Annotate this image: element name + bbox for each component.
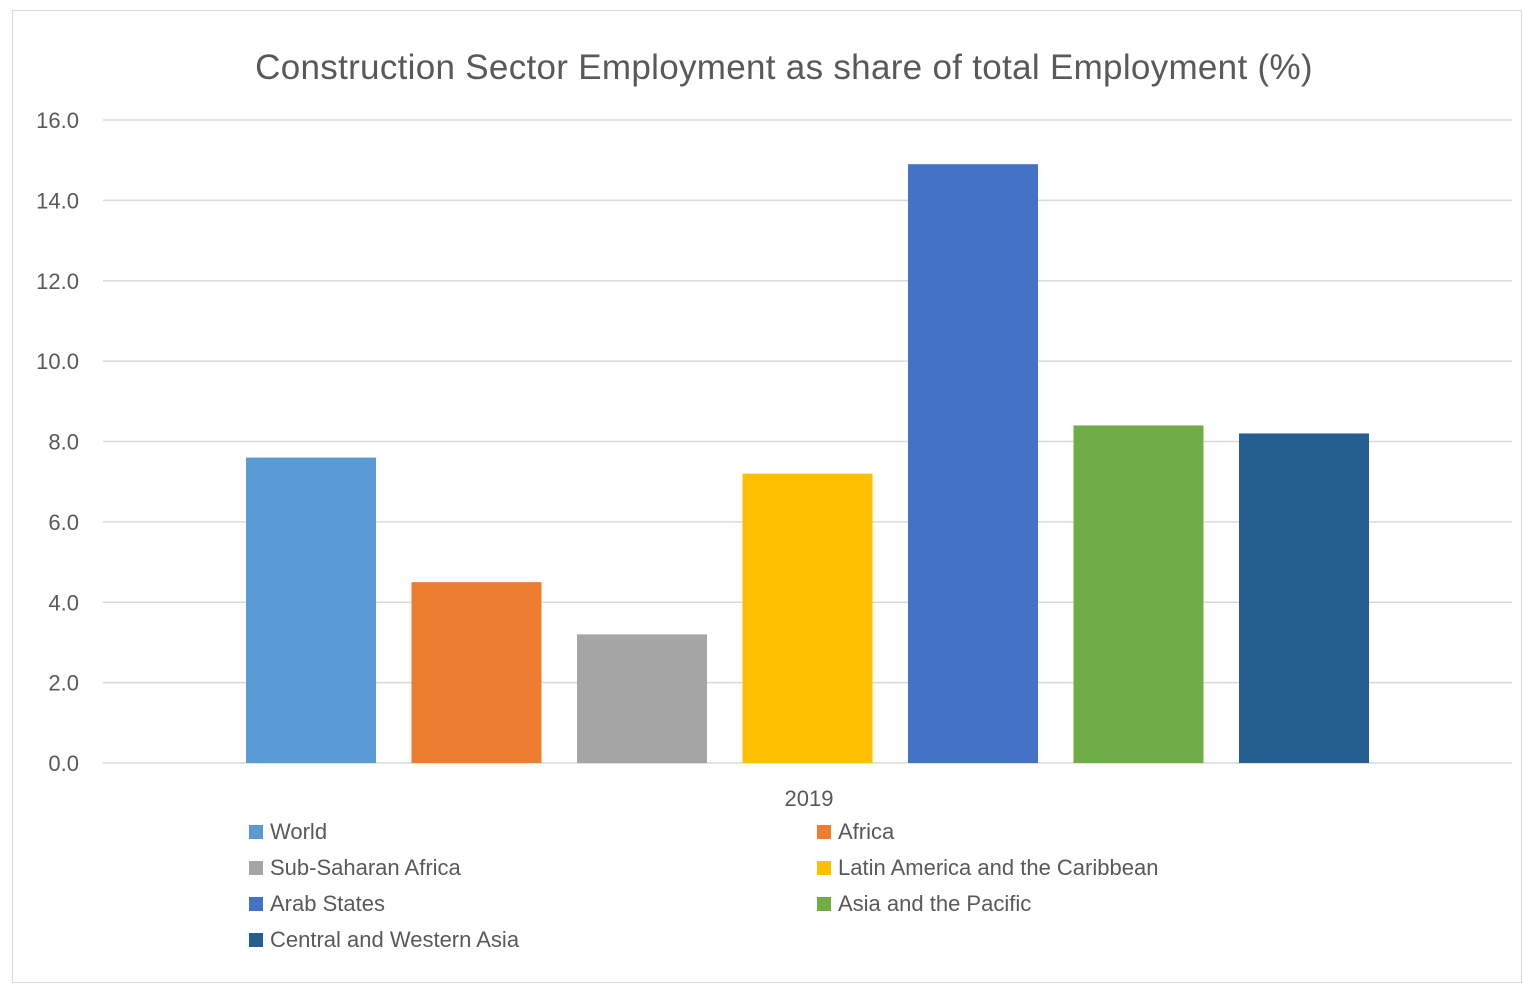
bar-central-and-western-asia — [1239, 433, 1369, 763]
y-tick-label: 12.0 — [36, 269, 79, 294]
legend-item: Latin America and the Caribbean — [817, 853, 1158, 883]
legend-swatch — [817, 861, 831, 875]
y-tick-label: 16.0 — [36, 108, 79, 133]
y-tick-label: 10.0 — [36, 349, 79, 374]
legend-label: Asia and the Pacific — [838, 891, 1032, 916]
bar-arab-states — [908, 164, 1038, 764]
legend-item: World — [249, 817, 327, 847]
bar-world — [246, 457, 376, 763]
legend-item: Central and Western Asia — [249, 925, 519, 955]
legend-swatch — [817, 825, 831, 839]
y-tick-label: 2.0 — [48, 671, 79, 696]
legend-swatch — [249, 897, 263, 911]
legend-item: Arab States — [249, 889, 385, 919]
y-tick-label: 4.0 — [48, 590, 79, 615]
y-tick-label: 0.0 — [48, 751, 79, 776]
legend-label: Africa — [838, 819, 895, 844]
bar-africa — [411, 582, 542, 763]
bar-asia-and-the-pacific — [1073, 425, 1204, 763]
y-tick-label: 8.0 — [48, 430, 79, 455]
legend-label: Sub-Saharan Africa — [270, 855, 461, 880]
legend-swatch — [249, 861, 263, 875]
bar-sub-saharan-africa — [577, 634, 707, 763]
x-category-label: 2019 — [785, 786, 834, 811]
legend-label: Central and Western Asia — [270, 927, 520, 952]
legend-swatch — [249, 825, 263, 839]
legend-swatch — [249, 933, 263, 947]
legend-label: Arab States — [270, 891, 385, 916]
y-tick-label: 6.0 — [48, 510, 79, 535]
y-tick-label: 14.0 — [36, 188, 79, 213]
legend-item: Asia and the Pacific — [817, 889, 1031, 919]
bar-latin-america-and-the-caribbean — [742, 473, 873, 763]
legend-item: Sub-Saharan Africa — [249, 853, 461, 883]
legend-item: Africa — [817, 817, 894, 847]
chart-title: Construction Sector Employment as share … — [255, 48, 1313, 87]
legend-label: Latin America and the Caribbean — [838, 855, 1159, 880]
legend-label: World — [270, 819, 328, 844]
legend-swatch — [817, 897, 831, 911]
